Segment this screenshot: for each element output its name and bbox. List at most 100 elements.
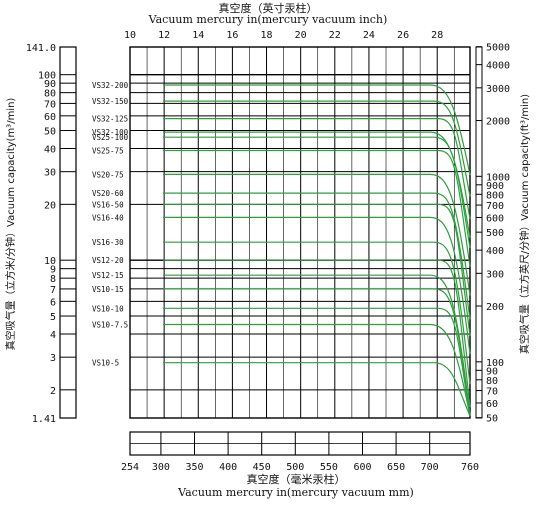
bottom-tick-label: 550 [320, 462, 338, 473]
series-label: VS12-20 [92, 256, 124, 265]
series-curve [163, 84, 471, 176]
left-tick-label: 30 [44, 168, 56, 179]
top-tick-label: 28 [431, 30, 443, 41]
left-tick-label: 1.41 [32, 414, 56, 425]
series-label: VS10-7.5 [92, 321, 128, 330]
series-curves [163, 84, 471, 417]
bottom-tick-label: 760 [461, 462, 479, 473]
bottom-tick-label: 650 [387, 462, 405, 473]
left-tick-label: 90 [44, 79, 56, 90]
right-tick-label: 100 [486, 358, 504, 369]
right-tick-label: 400 [486, 246, 504, 257]
series-label: VS10-5 [92, 359, 119, 368]
right-tick-label: 800 [486, 190, 504, 201]
left-tick-label: 3 [50, 353, 56, 364]
series-label: VS20-75 [92, 170, 124, 179]
right-tick-label: 500 [486, 228, 504, 239]
series-label: VS25-75 [92, 147, 124, 156]
bottom-tick-label: 450 [253, 462, 271, 473]
series-curve [163, 288, 471, 417]
bottom-tick-label: 600 [353, 462, 371, 473]
bottom-tick-label: 500 [286, 462, 304, 473]
left-tick-label: 4 [50, 330, 56, 341]
left-tick-label: 80 [44, 89, 56, 100]
series-curve [163, 323, 471, 417]
top-tick-label: 20 [295, 30, 307, 41]
xlabel-bottom-en: Vacuum mercury in(mercury vacuum mm) [177, 486, 414, 499]
top-tick-label: 16 [226, 30, 238, 41]
left-tick-label: 10 [44, 256, 56, 267]
right-tick-label: 2000 [486, 116, 510, 127]
right-tick-label: 80 [486, 376, 498, 387]
series-curve [163, 173, 471, 296]
bottom-tick-label: 300 [152, 462, 170, 473]
right-tick-label: 200 [486, 302, 504, 313]
series-curve [163, 259, 471, 408]
series-label: VS10-10 [92, 304, 124, 313]
series-label: VS10-15 [92, 285, 124, 294]
left-tick-label: 70 [44, 99, 56, 110]
right-tick-label: 900 [486, 181, 504, 192]
right-tick-label: 4000 [486, 61, 510, 72]
chart-labels: 141.0100908070605040302010987654321.4150… [26, 30, 510, 473]
right-tick-label: 3000 [486, 84, 510, 95]
top-tick-label: 10 [124, 30, 136, 41]
top-tick-label: 14 [192, 30, 204, 41]
right-tick-label: 5000 [486, 43, 510, 54]
left-tick-label: 100 [38, 71, 56, 82]
top-tick-label: 24 [363, 30, 375, 41]
chart-frames [59, 46, 483, 456]
left-tick-label: 5 [50, 312, 56, 323]
series-label: VS32-100 [92, 128, 129, 137]
ylabel-right: 真空吸气量（立方英尺/分钟）Vacuum capacity(ft³/min) [518, 94, 531, 354]
right-tick-label: 60 [486, 399, 498, 410]
right-tick-label: 600 [486, 213, 504, 224]
right-tick-label: 1000 [486, 172, 510, 183]
series-label: VS16-50 [92, 200, 124, 209]
left-tick-label: 50 [44, 127, 56, 138]
top-tick-label: 18 [261, 30, 273, 41]
top-tick-label: 22 [329, 30, 341, 41]
top-tick-label: 12 [158, 30, 170, 41]
left-tick-label: 7 [50, 285, 56, 296]
right-tick-label: 700 [486, 201, 504, 212]
left-tick-label: 40 [44, 144, 56, 155]
bottom-tick-label: 700 [421, 462, 439, 473]
series-label: VS25-100 [92, 133, 129, 142]
series-label: VS16-30 [92, 238, 124, 247]
series-label: VS12-15 [92, 271, 124, 280]
right-tick-label: 70 [486, 387, 498, 398]
left-tick-label: 2 [50, 386, 56, 397]
left-tick-label: 141.0 [26, 43, 56, 54]
series-curve [163, 307, 471, 417]
series-curve [163, 136, 471, 248]
ylabel-left: 真空吸气量（立方米/分钟）Vacuum capacity(m³/min) [4, 98, 17, 351]
title-top-en: Vacuum mercury in(mercury vacuum inch) [148, 13, 388, 26]
series-curve [163, 149, 471, 267]
series-label: VS16-40 [92, 213, 124, 222]
series-curve [163, 118, 471, 220]
series-curve [163, 362, 471, 417]
series-label: VS32-150 [92, 97, 129, 106]
series-label: VS32-200 [92, 81, 129, 90]
xlabel-bottom-cn: 真空度（毫米汞柱） [247, 472, 346, 486]
bottom-tick-label: 400 [219, 462, 237, 473]
series-label: VS32-125 [92, 115, 128, 124]
left-tick-label: 8 [50, 274, 56, 285]
bottom-tick-label: 254 [121, 462, 139, 473]
series-curve [163, 192, 471, 320]
series-curve [163, 216, 471, 355]
left-tick-label: 60 [44, 112, 56, 123]
right-tick-label: 90 [486, 366, 498, 377]
right-tick-label: 300 [486, 269, 504, 280]
left-axis-box [59, 46, 77, 419]
top-tick-label: 26 [397, 30, 409, 41]
left-tick-label: 6 [50, 297, 56, 308]
title-top-cn: 真空度（英寸汞柱） [219, 1, 318, 15]
left-tick-label: 20 [44, 200, 56, 211]
left-tick-label: 9 [50, 265, 56, 276]
series-curve [163, 274, 471, 417]
series-curve [163, 100, 471, 197]
